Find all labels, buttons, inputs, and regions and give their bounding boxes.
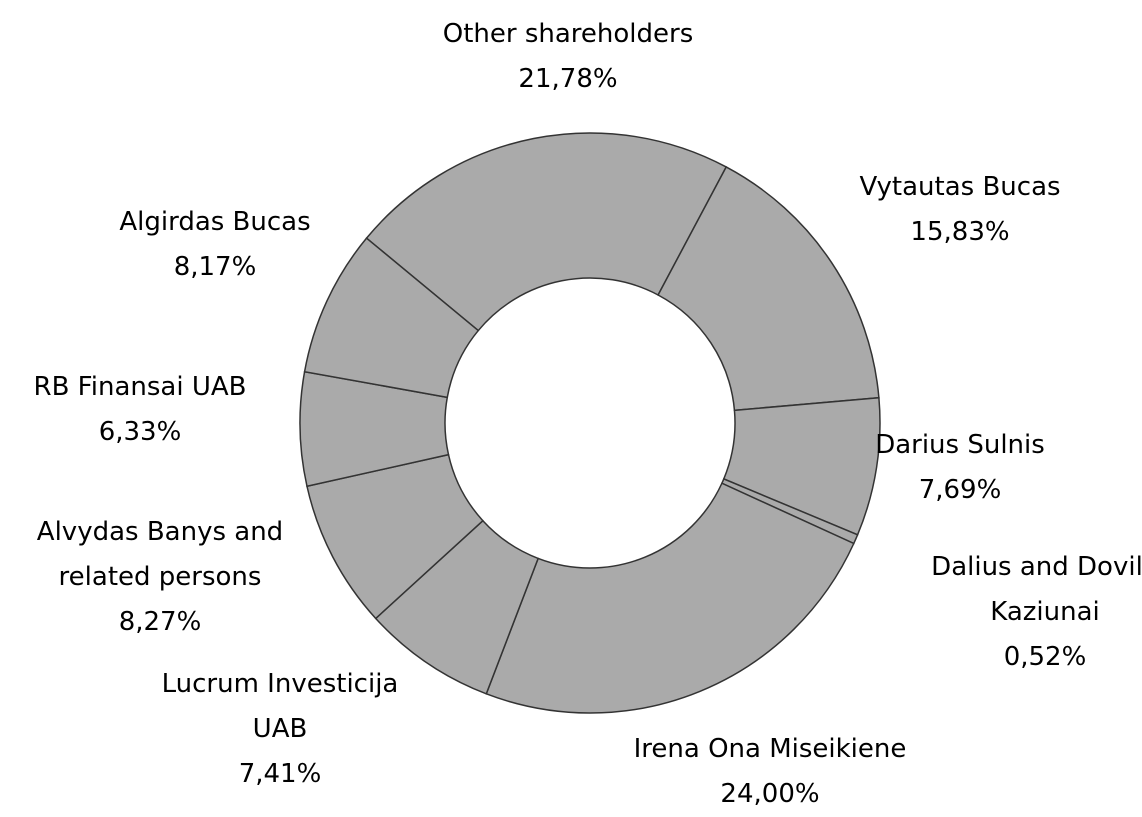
category-label: Alvydas Banys and related persons <box>36 517 284 592</box>
slice-label: Other shareholders 21,78% <box>388 12 748 102</box>
value-label: 0,52% <box>1003 642 1087 672</box>
donut-slice <box>485 482 855 714</box>
category-label: Irena Ona Miseikiene <box>633 734 907 764</box>
value-label: 8,27% <box>118 607 202 637</box>
category-label: Dalius and Dovile Kaziunai <box>931 552 1142 627</box>
value-label: 6,33% <box>98 417 182 447</box>
slice-label: RB Finansai UAB 6,33% <box>0 365 320 455</box>
slice-label: Alvydas Banys and related persons 8,27% <box>10 510 310 645</box>
slice-label: Dalius and Dovile Kaziunai 0,52% <box>895 545 1142 680</box>
donut-slice <box>657 165 880 412</box>
slice-label: Irena Ona Miseikiene 24,00% <box>590 727 950 817</box>
category-label: Vytautas Bucas <box>859 172 1061 202</box>
slice-label: Darius Sulnis 7,69% <box>780 423 1140 513</box>
value-label: 24,00% <box>720 779 820 809</box>
category-label: Lucrum Investicija UAB <box>161 669 399 744</box>
category-label: RB Finansai UAB <box>33 372 247 402</box>
value-label: 21,78% <box>518 64 618 94</box>
value-label: 7,69% <box>918 475 1002 505</box>
slice-label: Lucrum Investicija UAB 7,41% <box>145 662 415 797</box>
donut-slice <box>365 132 728 332</box>
value-label: 7,41% <box>238 759 322 789</box>
slice-label: Vytautas Bucas 15,83% <box>780 165 1140 255</box>
category-label: Other shareholders <box>442 19 694 49</box>
donut-slice <box>303 237 480 399</box>
value-label: 15,83% <box>910 217 1010 247</box>
slice-label: Algirdas Bucas 8,17% <box>35 200 395 290</box>
category-label: Algirdas Bucas <box>119 207 311 237</box>
value-label: 8,17% <box>173 252 257 282</box>
category-label: Darius Sulnis <box>875 430 1045 460</box>
